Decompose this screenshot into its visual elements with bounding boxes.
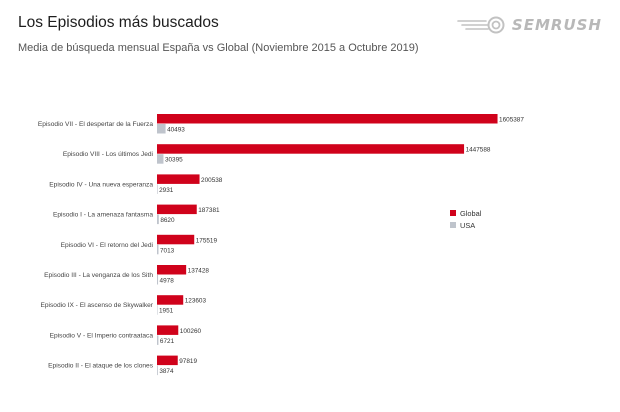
legend-label-usa: USA (460, 221, 475, 230)
semrush-logo: SEMRUSH (456, 16, 602, 34)
data-label-usa: 3874 (159, 368, 174, 375)
bars-group: Episodio VII - El despertar de la Fuerza… (38, 114, 524, 376)
data-label-global: 123603 (185, 298, 207, 305)
semrush-fireball-icon (457, 16, 505, 34)
bar-usa (157, 335, 159, 345)
category-label: Episodio VI - El retorno del Jedi (61, 242, 154, 249)
bar-global (157, 174, 200, 184)
category-label: Episodio VII - El despertar de la Fuerza (38, 121, 153, 128)
bar-usa (157, 154, 164, 164)
bar-usa (157, 365, 158, 376)
category-label: Episodio V - El Imperio contraataca (50, 332, 154, 339)
bar-global (157, 204, 197, 215)
data-label-global: 187381 (198, 207, 220, 214)
category-label: Episodio IX - El ascenso de Skywalker (40, 302, 153, 309)
bar-global (157, 234, 195, 245)
data-label-global: 1605387 (499, 117, 524, 124)
legend: Global USA (450, 209, 482, 230)
bar-usa (157, 305, 158, 315)
category-label: Episodio III - La venganza de los Sith (44, 272, 153, 279)
legend-swatch-global (450, 210, 456, 216)
data-label-usa: 7013 (160, 247, 175, 254)
bar-global (157, 114, 498, 124)
data-label-global: 200538 (201, 177, 223, 184)
data-label-usa: 30395 (165, 157, 183, 164)
chart-title: Los Episodios más buscados (18, 14, 219, 31)
legend-swatch-usa (450, 222, 456, 228)
bar-usa (157, 275, 159, 285)
data-label-global: 100260 (180, 328, 202, 335)
data-label-usa: 40493 (167, 127, 185, 134)
bar-usa (157, 184, 158, 194)
data-label-usa: 4978 (160, 278, 175, 285)
data-label-global: 1447588 (466, 147, 491, 154)
category-label: Episodio VIII - Los últimos Jedi (63, 151, 154, 158)
bar-usa (157, 214, 159, 225)
data-label-global: 137428 (188, 268, 210, 275)
bar-usa (157, 244, 159, 255)
data-label-global: 97819 (179, 358, 197, 365)
data-label-global: 175519 (196, 237, 218, 244)
bar-usa (157, 124, 166, 134)
data-label-usa: 6721 (160, 338, 175, 345)
category-label: Episodio II - El ataque de los clones (48, 363, 154, 370)
category-label: Episodio IV - Una nueva esperanza (49, 181, 153, 188)
data-label-usa: 8620 (160, 217, 175, 224)
data-label-usa: 2931 (159, 187, 174, 194)
bar-global (157, 295, 184, 305)
category-label: Episodio I - La amenaza fantasma (53, 212, 153, 219)
logo-text: SEMRUSH (511, 16, 602, 34)
bar-global (157, 265, 187, 275)
bar-global (157, 325, 179, 335)
data-label-usa: 1951 (159, 308, 174, 315)
legend-label-global: Global (460, 209, 482, 218)
bar-global (157, 355, 178, 366)
chart-subtitle: Media de búsqueda mensual España vs Glob… (18, 42, 419, 54)
bar-global (157, 144, 465, 154)
